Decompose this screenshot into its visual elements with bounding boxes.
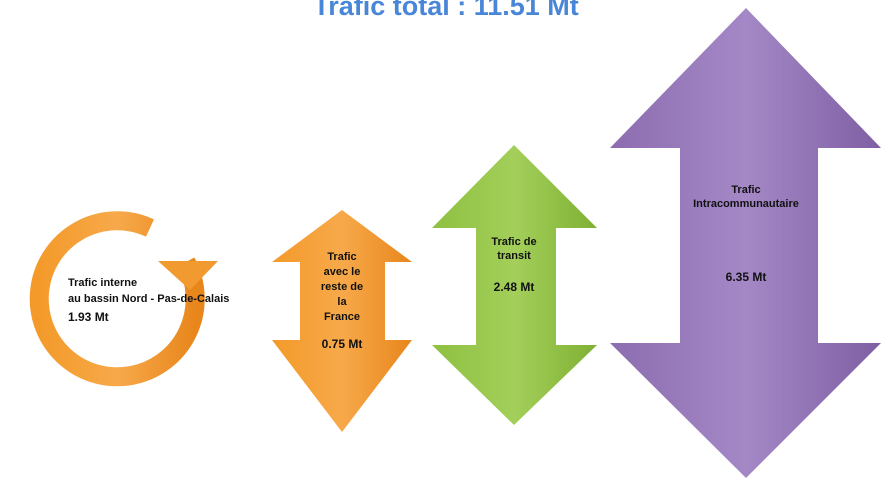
item-label: avec le [324, 266, 361, 278]
item-label: Trafic [327, 251, 356, 263]
item-label: Trafic interne [68, 277, 137, 289]
item-label: Intracommunautaire [693, 198, 799, 210]
item-label: transit [497, 250, 531, 262]
double-arrow [432, 145, 597, 425]
item-value: 2.48 Mt [494, 280, 535, 294]
item-value: 0.75 Mt [322, 337, 363, 351]
item-label: Trafic [731, 184, 760, 196]
circular-arrow [29, 211, 205, 387]
item-label: France [324, 311, 360, 323]
double-arrow [610, 8, 881, 478]
item-label: reste de [321, 281, 363, 293]
double-arrow [272, 210, 412, 432]
arrow-head [158, 261, 218, 290]
title: Trafic total : 11.51 Mt [313, 0, 579, 21]
item-value: 1.93 Mt [68, 310, 109, 324]
item-value: 6.35 Mt [726, 270, 767, 284]
labels: Trafic interne au bassin Nord - Pas-de-Ca… [68, 184, 799, 351]
item-label: la [337, 296, 347, 308]
item-label: au bassin Nord - Pas-de-Calais [68, 293, 229, 305]
item-label: Trafic de [491, 236, 536, 248]
